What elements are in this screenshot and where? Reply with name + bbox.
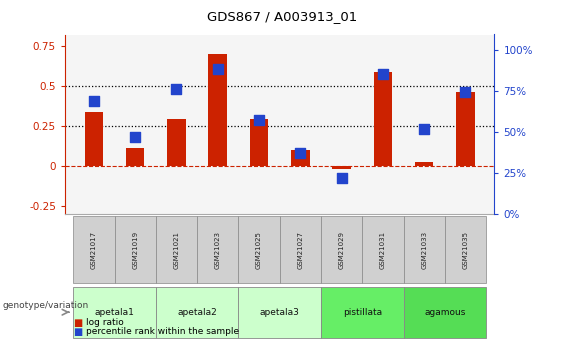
Text: apetala1: apetala1: [94, 308, 134, 317]
Bar: [445, 216, 486, 283]
Bar: [291, 150, 310, 166]
Point: [379, 72, 388, 77]
Bar: [156, 216, 197, 283]
Bar: [362, 216, 403, 283]
Text: GSM21033: GSM21033: [421, 230, 427, 269]
Bar: [73, 287, 156, 338]
Bar: [238, 287, 321, 338]
Point: [172, 86, 181, 92]
Text: GDS867 / A003913_01: GDS867 / A003913_01: [207, 10, 358, 23]
Text: genotype/variation: genotype/variation: [3, 301, 89, 310]
Text: GSM21035: GSM21035: [463, 231, 468, 269]
Bar: [373, 72, 392, 166]
Text: apetala3: apetala3: [260, 308, 299, 317]
Point: [296, 150, 305, 156]
Point: [337, 175, 346, 180]
Bar: [197, 216, 238, 283]
Text: GSM21019: GSM21019: [132, 230, 138, 269]
Point: [213, 67, 222, 72]
Text: GSM21025: GSM21025: [256, 231, 262, 268]
Text: ■: ■: [73, 327, 82, 337]
Bar: [321, 216, 362, 283]
Point: [420, 126, 429, 131]
Bar: [126, 148, 145, 166]
Bar: [85, 112, 103, 166]
Text: GSM21027: GSM21027: [297, 231, 303, 269]
Point: [254, 118, 263, 123]
Bar: [238, 216, 280, 283]
Text: GSM21029: GSM21029: [338, 231, 345, 269]
Text: GSM21021: GSM21021: [173, 231, 180, 269]
Point: [89, 98, 98, 104]
Text: percentile rank within the sample: percentile rank within the sample: [86, 327, 239, 336]
Bar: [456, 92, 475, 166]
Text: log ratio: log ratio: [86, 318, 124, 327]
Bar: [321, 287, 403, 338]
Text: ■: ■: [73, 318, 82, 327]
Bar: [73, 216, 115, 283]
Bar: [208, 54, 227, 166]
Text: GSM21023: GSM21023: [215, 231, 221, 269]
Bar: [403, 287, 486, 338]
Text: GSM21031: GSM21031: [380, 230, 386, 269]
Bar: [415, 162, 433, 166]
Bar: [156, 287, 238, 338]
Point: [131, 134, 140, 139]
Text: GSM21017: GSM21017: [91, 230, 97, 269]
Bar: [403, 216, 445, 283]
Point: [461, 90, 470, 95]
Bar: [332, 166, 351, 169]
Text: agamous: agamous: [424, 308, 466, 317]
Bar: [115, 216, 156, 283]
Bar: [280, 216, 321, 283]
Bar: [250, 119, 268, 166]
Text: pistillata: pistillata: [343, 308, 382, 317]
Bar: [167, 119, 186, 166]
Text: apetala2: apetala2: [177, 308, 217, 317]
